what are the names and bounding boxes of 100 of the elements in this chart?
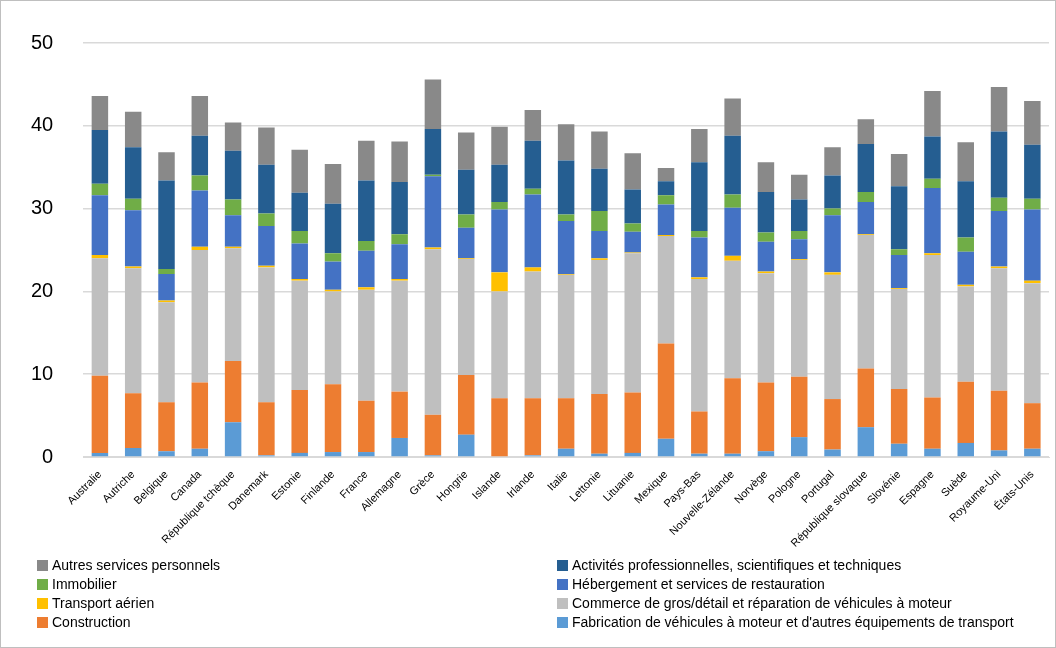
bar: [724, 135, 741, 195]
legend-label: Transport aérien: [52, 595, 155, 611]
bar: [358, 287, 375, 290]
bar: [224, 360, 242, 423]
bar: [391, 141, 408, 183]
bar: [457, 169, 475, 215]
bar: [691, 411, 708, 454]
legend-label: Activités professionnelles, scientifiques et techniques: [572, 557, 902, 573]
bar: [857, 201, 875, 235]
bar: [457, 132, 475, 170]
bar: [557, 221, 575, 275]
bar: [824, 449, 841, 457]
bar: [324, 384, 342, 453]
bar: [191, 135, 209, 176]
bar: [924, 187, 941, 254]
bar: [291, 243, 308, 279]
bar: [790, 199, 808, 231]
bar: [358, 240, 375, 251]
bar: [358, 250, 375, 288]
bar: [790, 437, 808, 457]
bar: [824, 399, 841, 450]
bar: [524, 110, 542, 141]
bar: [324, 261, 342, 290]
bar: [524, 194, 542, 268]
bar: [857, 144, 875, 193]
bar: [1024, 209, 1041, 281]
bar: [890, 249, 908, 255]
bar: [224, 150, 242, 200]
bar: [158, 180, 175, 270]
bar: [757, 241, 775, 272]
bar: [457, 227, 475, 259]
bar: [724, 255, 741, 261]
bar: [158, 269, 175, 275]
bar: [724, 378, 741, 454]
bar: [957, 286, 974, 382]
bar: [291, 149, 308, 193]
bar: [990, 211, 1008, 267]
bar: [258, 402, 275, 456]
bar: [258, 226, 275, 266]
bar: [624, 153, 641, 190]
bar: [424, 176, 442, 248]
bar: [591, 259, 608, 395]
bar: [924, 136, 941, 179]
bar: [724, 98, 741, 136]
bar: [824, 215, 841, 273]
bar: [258, 127, 275, 165]
bar: [557, 274, 575, 399]
bar: [890, 254, 908, 289]
legend-label: Immobilier: [52, 576, 117, 592]
bar: [624, 253, 641, 393]
bar: [990, 131, 1008, 198]
bar: [824, 147, 841, 176]
y-tick-label: 50: [31, 30, 54, 53]
bar: [790, 230, 808, 240]
bar: [624, 231, 641, 253]
bar: [757, 232, 775, 242]
bar: [624, 392, 641, 453]
bar: [491, 164, 508, 202]
bar: [191, 175, 209, 191]
bar: [591, 230, 608, 259]
bar: [691, 237, 708, 278]
bar: [424, 129, 442, 175]
bar: [1024, 448, 1041, 457]
bar: [790, 259, 808, 377]
bar: [657, 168, 675, 182]
bar: [724, 194, 741, 208]
bar: [990, 86, 1008, 132]
bar: [424, 414, 442, 456]
bar: [358, 400, 375, 453]
bar: [391, 437, 408, 457]
bar: [990, 268, 1008, 391]
bar: [191, 250, 209, 383]
bar: [757, 382, 775, 452]
bar: [824, 272, 841, 275]
legend-label: Construction: [52, 614, 131, 630]
bar: [491, 291, 508, 399]
bar: [824, 208, 841, 216]
bar: [924, 448, 941, 457]
bar: [91, 258, 109, 376]
bar: [191, 382, 209, 449]
bar: [691, 129, 708, 163]
bar: [890, 186, 908, 250]
bar: [191, 95, 209, 136]
bar: [324, 203, 342, 254]
bar: [391, 391, 408, 438]
bar: [890, 389, 908, 444]
bar: [91, 129, 109, 184]
bar: [924, 178, 941, 188]
bar: [158, 402, 175, 452]
bar: [1024, 403, 1041, 449]
bar: [790, 174, 808, 200]
bar: [457, 434, 475, 457]
bar: [324, 452, 342, 457]
legend-label: Hébergement et services de restauration: [572, 576, 825, 592]
bar: [691, 278, 708, 412]
bar: [224, 199, 242, 216]
bar: [224, 248, 242, 361]
bar: [158, 451, 175, 457]
bar: [691, 230, 708, 238]
bar: [358, 140, 375, 181]
